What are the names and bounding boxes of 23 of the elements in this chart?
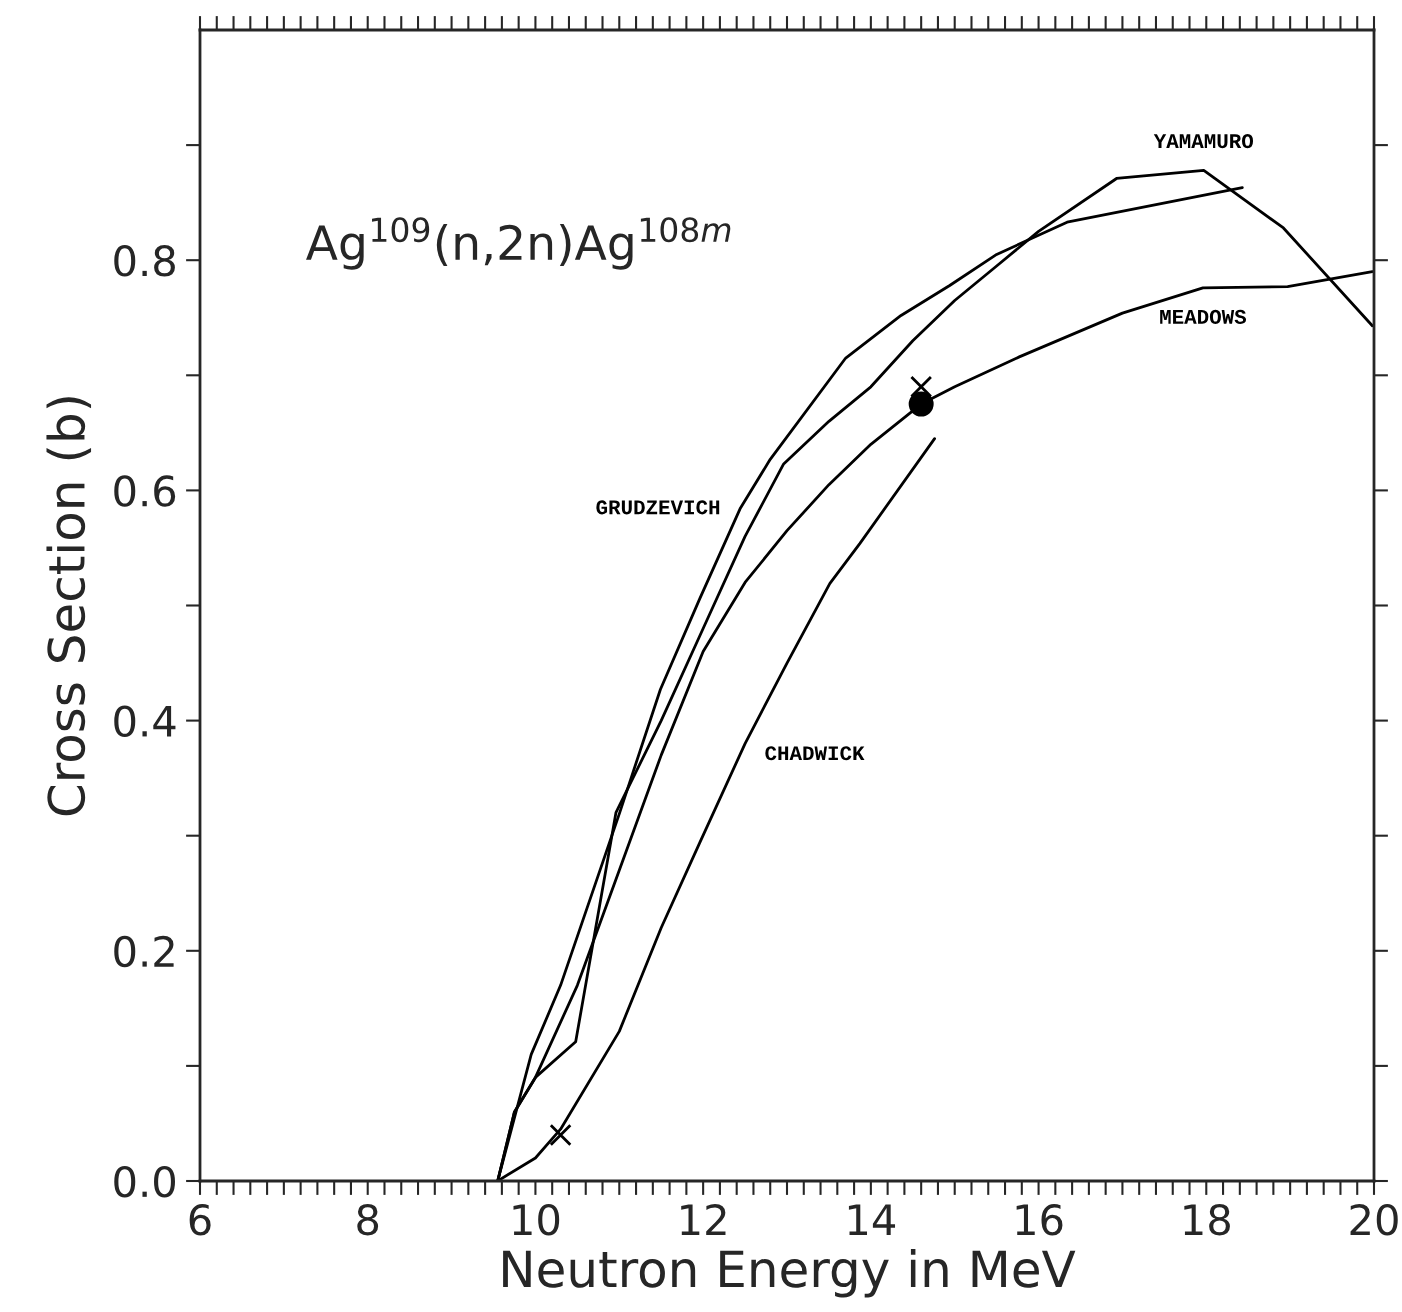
y-axis-title: Cross Section (b) (46, 397, 92, 816)
series-label: MEADOWS (1160, 309, 1247, 324)
x-tick-label: 20 (1350, 1203, 1398, 1236)
annotation: Ag$^{109}$(n,2n)Ag$^{108m}$ (306, 217, 731, 270)
x-axis-title: Neutron Energy in MeV (503, 1249, 1076, 1298)
y-tick-label: 0.6 (114, 475, 176, 507)
point (910, 375, 933, 398)
x-tick-label: 8 (357, 1203, 379, 1236)
point (908, 391, 934, 417)
series-label: CHADWICK (765, 746, 865, 761)
x-tick-label: 18 (1184, 1203, 1230, 1236)
series-label: YAMAMURO (1153, 134, 1254, 149)
y-tick-label: 0.8 (114, 245, 175, 277)
x-tick-label: 6 (189, 1203, 211, 1236)
y-tick-label: 0.4 (114, 705, 176, 738)
x-tick-label: 16 (1016, 1203, 1063, 1236)
x-tick-label: 10 (513, 1203, 560, 1236)
point (549, 1123, 572, 1147)
series-label: GRUDZEVICH (596, 500, 720, 515)
x-tick-label: 14 (848, 1204, 896, 1235)
y-tick-label: 0.0 (114, 1165, 176, 1198)
x-tick-label: 12 (681, 1203, 726, 1235)
y-tick-label: 0.2 (114, 935, 174, 968)
